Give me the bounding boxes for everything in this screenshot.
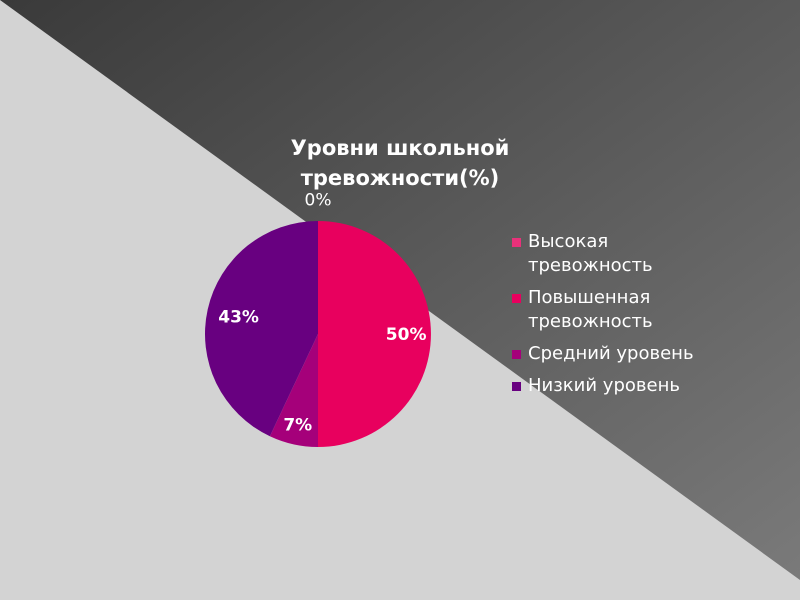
legend-label-low: Низкий уровень — [528, 375, 680, 396]
legend-swatch-medium — [512, 350, 521, 359]
pie-slices — [205, 221, 431, 447]
pie-slice-low — [205, 221, 318, 437]
legend-item-medium: Средний уровень — [512, 342, 702, 366]
data-label-medium: 7% — [283, 415, 312, 435]
data-label-high: 0% — [305, 190, 332, 210]
legend-swatch-high — [512, 238, 521, 247]
data-label-elevated: 50% — [386, 325, 427, 345]
pie-data-labels: 0% 50% 7% 43% — [218, 190, 426, 435]
legend-item-low: Низкий уровень — [512, 374, 702, 398]
data-label-low: 43% — [218, 307, 259, 327]
legend-label-medium: Средний уровень — [528, 343, 694, 364]
chart-legend: Высокая тревожность Повышенная тревожнос… — [512, 230, 702, 406]
legend-item-elevated: Повышенная тревожность — [512, 286, 702, 334]
legend-swatch-low — [512, 382, 521, 391]
legend-swatch-elevated — [512, 294, 521, 303]
chart-title: Уровни школьной тревожности(%) — [290, 136, 510, 190]
pie-slice-elevated — [318, 221, 431, 447]
legend-label-high: Высокая тревожность — [528, 231, 653, 276]
legend-item-high: Высокая тревожность — [512, 230, 702, 278]
legend-label-elevated: Повышенная тревожность — [528, 287, 653, 332]
pie-slice-medium — [269, 334, 318, 447]
